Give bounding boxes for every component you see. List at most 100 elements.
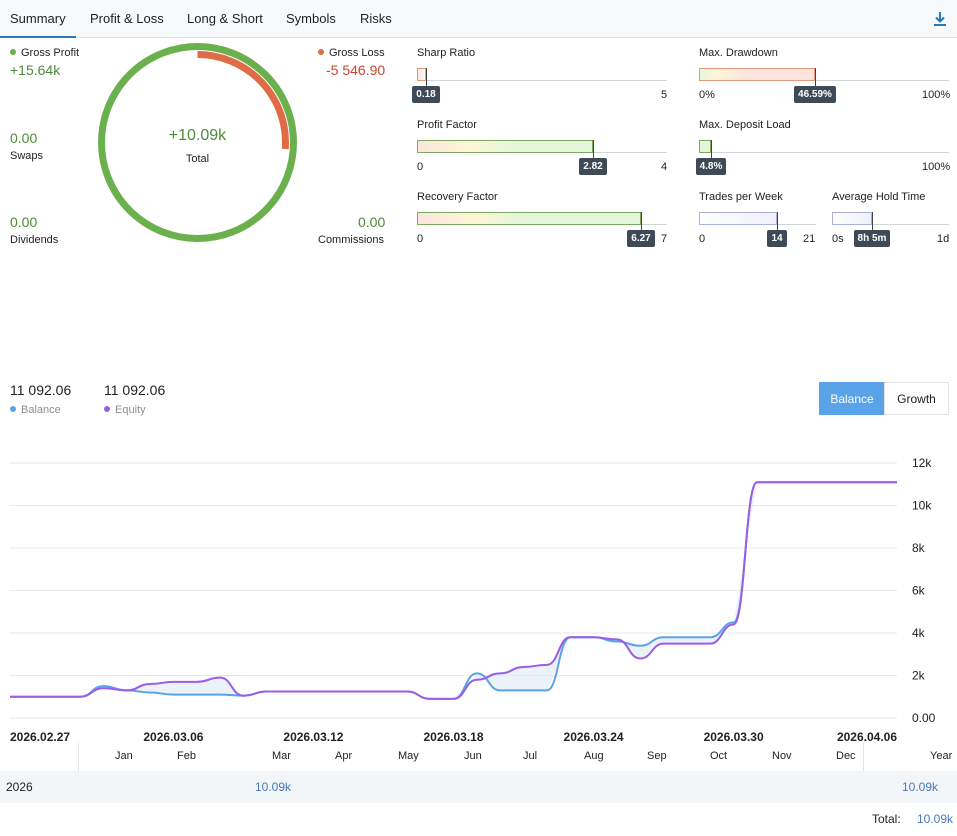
profit-factor-title: Profit Factor	[417, 119, 477, 131]
loss-dot-icon	[318, 48, 324, 55]
month-mar: Mar	[272, 750, 291, 762]
deposit-load-marker	[711, 140, 712, 158]
total-label: Total	[185, 153, 210, 165]
max-drawdown-track	[699, 80, 949, 81]
sharp-ratio-max: 5	[661, 89, 668, 101]
trades-per-week-title: Trades per Week	[699, 191, 783, 203]
trades-week-marker	[777, 212, 778, 230]
sharp-ratio-track	[417, 80, 667, 81]
balance-legend: Balance	[10, 402, 61, 416]
balance-label: Balance	[21, 404, 61, 416]
max-drawdown-badge: 46.59%	[794, 86, 836, 103]
gross-profit-label: Gross Profit	[21, 47, 80, 59]
x-tick-label: 2026.02.27	[10, 730, 71, 744]
x-tick-label: 2026.03.30	[703, 730, 764, 744]
tab-bar: Summary Profit & Loss Long & Short Symbo…	[0, 0, 957, 38]
y-tick-label: 12k	[912, 456, 932, 470]
commissions-label: Commissions	[318, 234, 385, 246]
y-tick-label: 8k	[912, 541, 926, 555]
x-tick-label: 2026.03.18	[423, 730, 484, 744]
equity-dot-icon	[104, 405, 110, 412]
drawdown-marker	[815, 68, 816, 86]
sharp-ratio-fill	[417, 68, 426, 81]
download-icon[interactable]	[931, 10, 949, 28]
x-tick-label: 2026.03.12	[283, 730, 344, 744]
month-oct: Oct	[710, 750, 728, 762]
profit-loss-donut	[98, 43, 297, 242]
recovery-factor-badge: 6.27	[627, 230, 655, 247]
gross-profit-ring	[98, 43, 297, 242]
month-may: May	[398, 750, 419, 762]
profit-factor-badge: 2.82	[579, 158, 607, 175]
y-tick-label: 0.00	[912, 711, 936, 725]
average-hold-time-badge: 8h 5m	[853, 230, 891, 247]
y-tick-label: 10k	[912, 499, 932, 513]
year-row-feb-value[interactable]: 10.09k	[255, 780, 292, 794]
recovery-factor-title: Recovery Factor	[417, 191, 498, 203]
month-aug: Aug	[584, 750, 604, 762]
max-deposit-load-title: Max. Deposit Load	[699, 119, 791, 131]
sharp-ratio-title: Sharp Ratio	[417, 47, 476, 59]
gross-profit-value: +15.64k	[10, 62, 61, 78]
tab-profit-loss[interactable]: Profit & Loss	[90, 11, 164, 26]
balance-dot-icon	[10, 405, 16, 412]
recovery-factor-max: 7	[661, 233, 668, 245]
swaps-label: Swaps	[10, 150, 44, 162]
equity-series-line	[10, 481, 897, 700]
max-drawdown-min: 0%	[699, 89, 715, 101]
sharp-ratio-badge: 0.18	[412, 86, 440, 103]
equity-legend: Equity	[104, 402, 146, 416]
average-hold-time-max: 1d	[937, 233, 950, 245]
dividends-value: 0.00	[10, 214, 38, 230]
y-tick-label: 6k	[912, 584, 926, 598]
max-deposit-load-badge: 4.8%	[695, 158, 727, 175]
equity-label: Equity	[115, 404, 146, 416]
month-jul: Jul	[523, 750, 538, 762]
y-tick-label: 4k	[912, 626, 926, 640]
sharp-marker	[426, 68, 427, 86]
tab-summary[interactable]: Summary	[0, 0, 76, 38]
trades-per-week-fill	[699, 212, 777, 225]
year-row-label: 2026	[6, 780, 33, 794]
year-row-total-value[interactable]: 10.09k	[902, 780, 939, 794]
max-drawdown-max: 100%	[922, 89, 951, 101]
max-drawdown-fill	[699, 68, 815, 81]
month-jan: Jan	[115, 750, 133, 762]
growth-toggle-button[interactable]: Growth	[884, 382, 949, 415]
month-feb: Feb	[177, 750, 196, 762]
profit-factor-max: 4	[661, 161, 668, 173]
year-row	[0, 771, 957, 803]
max-drawdown-title: Max. Drawdown	[699, 47, 778, 59]
hold-time-marker	[872, 212, 873, 230]
trades-per-week-min: 0	[699, 233, 706, 245]
tab-risks[interactable]: Risks	[360, 11, 392, 26]
x-tick-label: 2026.04.06	[836, 730, 897, 744]
x-tick-label: 2026.03.06	[143, 730, 204, 744]
profit-dot-icon	[10, 48, 16, 55]
equity-value: 11 092.06	[104, 382, 166, 398]
gross-loss-arc	[197, 51, 289, 150]
grand-total-label: Total:	[872, 812, 901, 826]
month-apr: Apr	[335, 750, 353, 762]
recovery-marker	[641, 212, 642, 230]
average-hold-time-min: 0s	[832, 233, 844, 245]
trades-per-week-badge: 14	[767, 230, 787, 247]
month-nov: Nov	[772, 750, 792, 762]
profit-factor-fill	[417, 140, 593, 153]
grand-total-value: 10.09k	[917, 812, 954, 826]
commissions-value: 0.00	[358, 214, 386, 230]
balance-value: 11 092.06	[10, 382, 72, 398]
recovery-factor-min: 0	[417, 233, 424, 245]
balance-equity-chart: 12k 10k 8k 6k 4k 2k 0.00	[10, 456, 936, 725]
gross-loss-legend: Gross Loss	[318, 45, 385, 59]
recovery-factor-fill	[417, 212, 641, 225]
dividends-label: Dividends	[10, 234, 59, 246]
y-tick-label: 2k	[912, 669, 926, 683]
average-hold-time-track	[832, 224, 949, 225]
profit-factor-min: 0	[417, 161, 424, 173]
balance-toggle-button[interactable]: Balance	[819, 382, 885, 415]
tab-symbols[interactable]: Symbols	[286, 11, 336, 26]
tab-long-short[interactable]: Long & Short	[187, 11, 263, 26]
average-hold-time-title: Average Hold Time	[832, 191, 926, 203]
month-jun: Jun	[464, 750, 482, 762]
